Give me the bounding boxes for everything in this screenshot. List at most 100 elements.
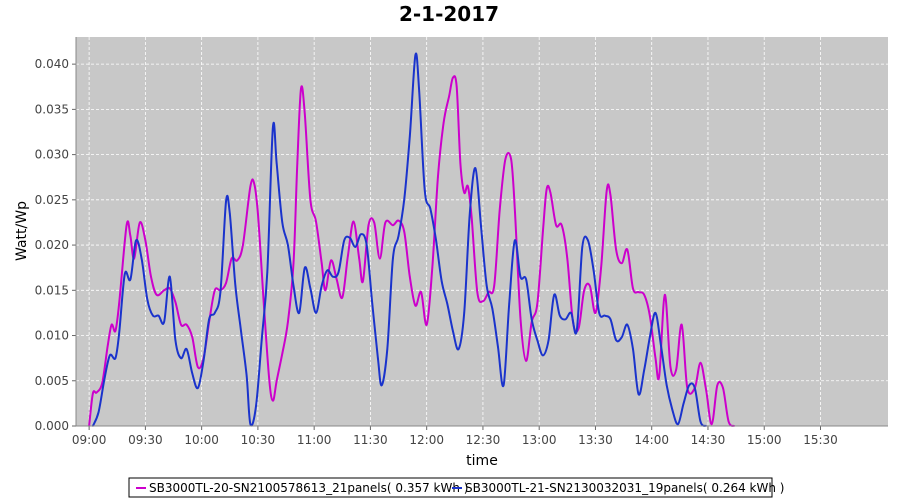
data-point — [309, 199, 312, 201]
legend-label: SB3000TL-20-SN2100578613_21panels( 0.357… — [149, 481, 468, 495]
data-point — [397, 235, 400, 237]
data-point — [253, 182, 255, 185]
data-point — [373, 221, 376, 224]
data-point — [152, 314, 154, 317]
data-point — [542, 354, 544, 357]
data-point — [135, 239, 137, 242]
data-point — [699, 361, 702, 364]
y-tick-label: 0.020 — [35, 238, 69, 252]
x-tick-label: 10:30 — [241, 433, 276, 447]
y-tick-label: 0.040 — [35, 57, 69, 71]
data-point — [469, 212, 471, 215]
data-point — [442, 122, 445, 124]
data-point — [107, 343, 109, 346]
data-point — [592, 269, 595, 272]
data-point — [234, 285, 237, 287]
data-point — [292, 262, 295, 265]
data-point — [555, 224, 557, 226]
data-point — [581, 246, 584, 248]
data-point — [680, 323, 683, 326]
x-tick-label: 09:30 — [128, 433, 163, 447]
chart-title: 2-1-2017 — [399, 2, 499, 26]
data-point — [632, 287, 634, 290]
series-layer — [88, 52, 735, 427]
data-point — [354, 246, 357, 248]
data-point — [577, 327, 580, 330]
data-point — [377, 357, 379, 360]
data-point — [675, 369, 677, 371]
data-point — [214, 312, 216, 314]
data-point — [118, 303, 120, 305]
data-point — [467, 185, 469, 188]
data-point — [474, 167, 477, 169]
x-tick-label: 13:30 — [578, 433, 613, 447]
data-point — [493, 285, 496, 287]
data-point — [304, 113, 306, 115]
data-point — [626, 248, 629, 251]
data-point — [110, 323, 113, 326]
data-point — [600, 266, 602, 269]
data-point — [225, 282, 227, 284]
data-point — [300, 87, 302, 90]
data-point — [191, 336, 194, 339]
data-point — [508, 303, 511, 305]
data-point — [281, 352, 284, 355]
data-point — [682, 402, 685, 405]
data-point — [266, 271, 269, 274]
data-point — [360, 233, 362, 235]
data-point — [202, 360, 205, 362]
y-tick-label: 0.035 — [35, 102, 69, 116]
data-point — [144, 239, 147, 242]
data-point — [347, 255, 349, 257]
data-point — [425, 323, 428, 326]
data-point — [677, 423, 679, 426]
data-point — [504, 158, 507, 160]
x-tick-label: 10:00 — [184, 433, 219, 447]
data-point — [229, 212, 231, 215]
data-point — [214, 289, 216, 292]
data-point — [649, 336, 651, 339]
data-point — [257, 212, 259, 215]
y-tick-label: 0.010 — [35, 329, 69, 343]
data-point — [482, 300, 484, 303]
data-point — [335, 278, 338, 281]
data-point — [658, 375, 660, 378]
y-tick-label: 0.005 — [35, 374, 69, 388]
data-point — [694, 387, 696, 389]
data-point — [397, 219, 400, 222]
data-point — [654, 357, 657, 360]
data-point — [485, 285, 488, 287]
data-point — [180, 323, 182, 326]
data-point — [722, 387, 724, 389]
data-point — [163, 321, 165, 323]
data-point — [414, 54, 417, 56]
data-point — [448, 95, 451, 97]
data-point — [609, 194, 612, 197]
data-point — [452, 330, 454, 332]
data-point — [594, 312, 597, 314]
data-point — [476, 291, 479, 293]
data-point — [255, 405, 257, 407]
data-point — [549, 191, 552, 194]
data-point — [281, 221, 284, 224]
data-point — [296, 162, 299, 165]
data-point — [664, 294, 666, 296]
data-point — [669, 366, 672, 369]
data-point — [510, 158, 512, 160]
data-point — [424, 190, 426, 192]
data-point — [637, 291, 640, 293]
data-point — [463, 191, 466, 194]
x-tick-label: 12:00 — [409, 433, 444, 447]
data-point — [626, 323, 629, 326]
data-point — [245, 375, 248, 378]
x-tick-label: 15:00 — [747, 433, 782, 447]
data-point — [268, 378, 271, 380]
data-point — [349, 237, 351, 239]
data-point — [615, 248, 617, 251]
data-point — [632, 348, 634, 350]
data-point — [604, 314, 606, 317]
data-point — [386, 348, 389, 350]
data-point — [174, 301, 177, 303]
data-point — [519, 316, 522, 319]
data-point — [185, 348, 188, 350]
